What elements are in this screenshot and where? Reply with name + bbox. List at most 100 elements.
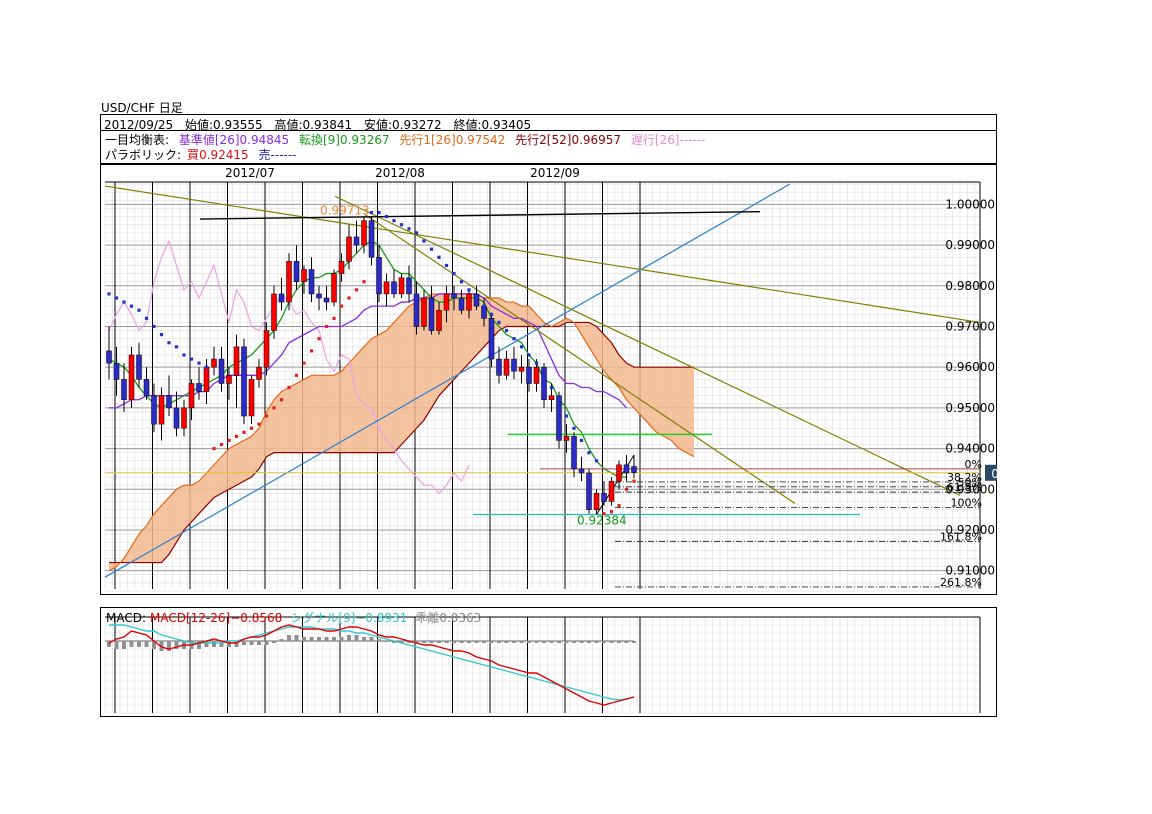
senkou2-line xyxy=(109,321,694,564)
candle-body xyxy=(241,346,247,417)
sar-dot xyxy=(234,434,239,438)
fib-label: 261.8% xyxy=(940,576,982,589)
sar-dot xyxy=(249,426,254,430)
sar-dot xyxy=(122,300,126,304)
macd-histogram-bar xyxy=(309,637,314,641)
sar-dot xyxy=(534,361,539,365)
sar-label: パラボリック: xyxy=(105,148,182,162)
trendline-high-black xyxy=(199,211,761,220)
sar-dot xyxy=(272,406,276,410)
macd-histogram-bar xyxy=(264,641,269,645)
sar-dot xyxy=(512,337,516,341)
macd-histogram-bar xyxy=(369,637,374,641)
candle-body xyxy=(271,293,277,331)
macd-lines xyxy=(108,624,635,706)
fib-label: 61.8% xyxy=(947,481,982,494)
candle-body xyxy=(136,354,142,380)
sar-dot xyxy=(317,337,321,341)
candle-body xyxy=(406,277,412,295)
macd-histogram-bar xyxy=(512,641,516,643)
candle-body xyxy=(548,395,555,400)
macd-histogram-bar xyxy=(227,641,231,647)
candle-body xyxy=(383,281,390,295)
sar-dot xyxy=(347,296,351,300)
candle-body xyxy=(608,480,615,502)
candle-body xyxy=(458,297,465,311)
tenkan-legend: 転換[9]0.93267 xyxy=(298,133,390,147)
sar-dot xyxy=(197,361,201,365)
sar-dot xyxy=(414,231,419,235)
candle-body xyxy=(518,366,525,372)
candle-body xyxy=(496,358,502,376)
indicator-legend: 一目均衡表: 基準値[26]0.94845 転換[9]0.93267 先行1[2… xyxy=(100,130,997,164)
sar-dot xyxy=(579,438,584,443)
sar-dot xyxy=(354,288,359,292)
low-annotation: 0.92384 xyxy=(577,514,627,528)
candle-body xyxy=(143,379,150,396)
macd-histogram xyxy=(105,635,636,651)
macd-histogram-bar xyxy=(339,637,344,641)
trendline-support-blue xyxy=(104,183,791,578)
sar-dot xyxy=(609,510,614,514)
candle-body xyxy=(166,395,172,409)
trend-lines xyxy=(104,183,981,578)
macd-histogram-bar xyxy=(624,641,629,643)
macd-histogram-bar xyxy=(609,641,614,643)
macd-histogram-bar xyxy=(257,641,261,645)
sar-dot xyxy=(549,385,554,390)
macd-histogram-bar xyxy=(197,641,201,649)
sar-dot xyxy=(174,345,179,349)
price-chart: 0%38.2%50%61.8%100%161.8%261.8% 2012/07 2… xyxy=(100,164,997,595)
macd-histogram-bar xyxy=(482,641,486,643)
sar-dot xyxy=(504,328,509,333)
candle-body xyxy=(541,366,547,400)
candle-body xyxy=(376,257,382,295)
macd-histogram-bar xyxy=(122,641,126,649)
candle-body xyxy=(323,297,330,303)
macd-y-tick: 0.0000 xyxy=(996,634,997,648)
ichimoku-legend: 一目均衡表: 基準値[26]0.94845 転換[9]0.93267 先行1[2… xyxy=(105,133,992,148)
sar-dot xyxy=(422,239,426,243)
macd-histogram-bar xyxy=(572,641,576,643)
candle-body xyxy=(106,350,112,364)
macd-legend: MACD: MACD[12-26]−0.8568 シグナル[9]−0.8931 乖離0… xyxy=(106,611,481,625)
candle-body xyxy=(368,220,375,258)
macd-histogram-bar xyxy=(602,641,606,643)
cloud-fill xyxy=(109,293,694,571)
sar-dot xyxy=(587,451,591,455)
ichimoku-label: 一目均衡表: xyxy=(105,133,170,147)
candle-body xyxy=(631,466,637,473)
macd-histogram-bar xyxy=(579,641,584,643)
macd-histogram-bar xyxy=(212,641,216,647)
macd-histogram-bar xyxy=(632,641,636,643)
sar-dot xyxy=(527,353,531,357)
candle-body xyxy=(188,383,195,409)
sar-dot xyxy=(557,398,561,402)
sar-dot xyxy=(167,341,171,345)
kijun-legend: 基準値[26]0.94845 xyxy=(178,133,290,147)
sar-dot xyxy=(309,349,314,353)
candle-body xyxy=(616,464,622,482)
macd-histogram-bar xyxy=(362,637,366,641)
senkou1-legend: 先行1[26]0.97542 xyxy=(399,133,506,147)
macd-histogram-bar xyxy=(384,641,389,642)
macd-histogram-bar xyxy=(392,641,396,643)
sar-dot xyxy=(324,324,329,329)
sar-dot xyxy=(399,223,404,227)
candle-body xyxy=(346,236,352,262)
candle-body xyxy=(226,375,232,384)
candle-body xyxy=(601,493,607,502)
sar-dot xyxy=(204,365,209,369)
candle-body xyxy=(526,366,532,384)
kijun-line xyxy=(109,293,627,409)
ohlc-low: 安値:0.93272 xyxy=(364,118,442,132)
sar-dot xyxy=(632,479,636,483)
candle-body xyxy=(218,358,225,384)
month-label: 2012/09 xyxy=(530,166,580,180)
sar-dot xyxy=(467,288,471,292)
candle-body xyxy=(256,366,262,380)
y-tick-label: 0.93000 xyxy=(945,482,995,496)
candle-body xyxy=(361,220,367,246)
macd-histogram-bar xyxy=(114,641,119,649)
sar-dot xyxy=(294,373,299,377)
